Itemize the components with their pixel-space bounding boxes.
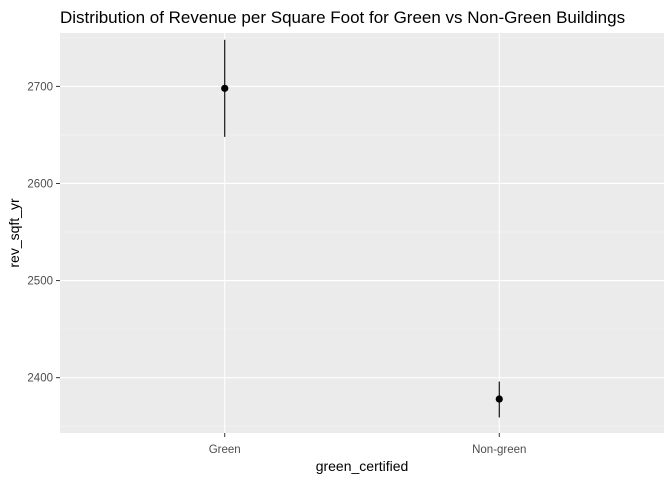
chart-title: Distribution of Revenue per Square Foot … bbox=[60, 8, 625, 27]
x-axis-title: green_certified bbox=[316, 458, 409, 474]
axis-ticks: 2400 2500 2600 2700 Green Non-green bbox=[27, 81, 526, 456]
data-marks bbox=[221, 39, 503, 418]
x-tick-label: Green bbox=[209, 444, 241, 456]
plot-panel bbox=[60, 33, 664, 433]
data-point bbox=[495, 395, 503, 403]
x-tick-label: Non-green bbox=[472, 444, 526, 456]
y-tick-label: 2700 bbox=[27, 81, 53, 93]
data-point bbox=[221, 84, 229, 92]
y-tick-label: 2600 bbox=[27, 178, 53, 190]
y-tick-label: 2500 bbox=[27, 276, 53, 288]
y-tick-label: 2400 bbox=[27, 373, 53, 385]
gridlines bbox=[60, 33, 664, 433]
y-axis-title: rev_sqft_yr bbox=[6, 198, 22, 268]
